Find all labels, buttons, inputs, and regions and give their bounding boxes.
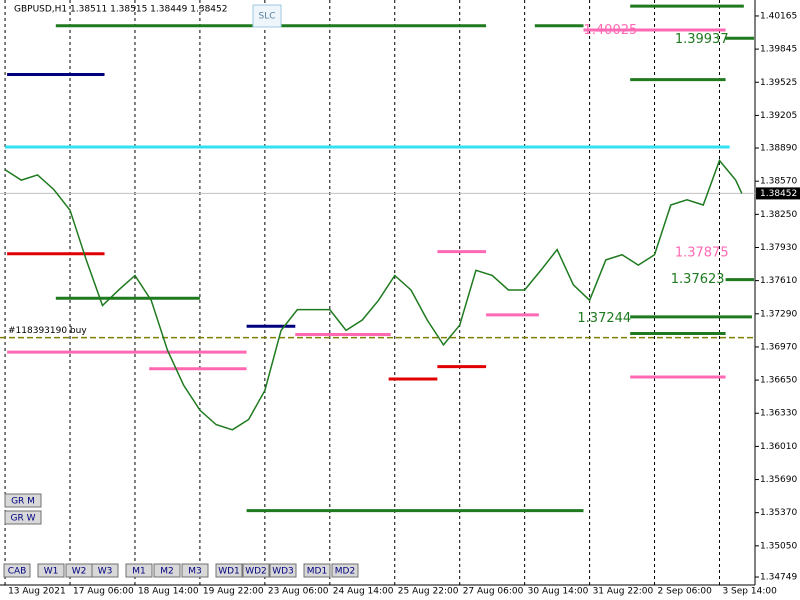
x-tick-label: 17 Aug 06:00: [73, 587, 134, 597]
bottom-button-label[interactable]: W3: [98, 567, 113, 577]
bottom-button[interactable]: [269, 563, 297, 578]
bottom-button[interactable]: [303, 563, 331, 578]
y-tick-label: 1.39845: [760, 45, 797, 55]
y-tick-label: 1.35050: [760, 541, 797, 551]
x-tick-label: 18 Aug 14:00: [138, 587, 199, 597]
price-line: [4, 158, 743, 431]
level-label: 1.37875: [675, 246, 729, 261]
bottom-button-label[interactable]: W2: [72, 567, 87, 577]
y-tick-label: 1.36650: [760, 376, 797, 386]
y-tick-label: 1.37610: [760, 276, 797, 286]
y-tick-label: 1.38570: [760, 177, 797, 187]
y-tick-label: 1.38890: [760, 144, 797, 154]
bottom-button-label[interactable]: WD3: [272, 567, 294, 577]
bottom-button-label[interactable]: M3: [188, 567, 202, 577]
bottom-button[interactable]: [181, 563, 209, 578]
slc-button[interactable]: [252, 4, 282, 28]
y-tick-label: 1.37290: [760, 309, 797, 319]
y-tick-label: 1.37930: [760, 243, 797, 253]
current-price-box: [756, 187, 800, 200]
y-tick-label: 1.40165: [760, 11, 797, 21]
x-tick-label: 2 Sep 06:00: [658, 587, 713, 597]
bottom-button[interactable]: [91, 563, 119, 578]
level-label: 1.37244: [577, 311, 631, 326]
chart-title: GBPUSD,H1 1.38511 1.38515 1.38449 1.3845…: [14, 5, 227, 15]
y-tick-label: 1.38250: [760, 210, 797, 220]
order-label: #118393190 buy: [8, 326, 87, 336]
bottom-button-label[interactable]: MD2: [335, 567, 355, 577]
bottom-button-label[interactable]: WD2: [245, 567, 267, 577]
side-button[interactable]: [4, 493, 42, 508]
bottom-button[interactable]: [242, 563, 270, 578]
side-button-label[interactable]: GR W: [11, 514, 36, 524]
level-label: 1.37623: [671, 272, 725, 287]
x-tick-label: 24 Aug 14:00: [333, 587, 394, 597]
bottom-button-label[interactable]: CAB: [8, 567, 27, 577]
side-button-label[interactable]: GR M: [11, 497, 35, 507]
y-tick-label: 1.34749: [760, 573, 797, 583]
bottom-button[interactable]: [153, 563, 181, 578]
y-tick-label: 1.35370: [760, 508, 797, 518]
x-tick-label: 27 Aug 06:00: [463, 587, 524, 597]
side-button[interactable]: [4, 510, 42, 525]
bottom-button[interactable]: [331, 563, 359, 578]
y-tick-label: 1.35690: [760, 475, 797, 485]
x-tick-label: 19 Aug 22:00: [203, 587, 264, 597]
bottom-button[interactable]: [125, 563, 153, 578]
bottom-button[interactable]: [3, 563, 31, 578]
level-label: 1.39937: [675, 32, 729, 47]
bottom-button-label[interactable]: MD1: [307, 567, 327, 577]
x-tick-label: 25 Aug 22:00: [398, 587, 459, 597]
y-tick-label: 1.39205: [760, 111, 797, 121]
bottom-button-label[interactable]: WD1: [218, 567, 240, 577]
y-tick-label: 1.36970: [760, 342, 797, 352]
bottom-button[interactable]: [37, 563, 65, 578]
x-tick-label: 30 Aug 14:00: [528, 587, 589, 597]
slc-label[interactable]: SLC: [258, 12, 275, 22]
bottom-button-label[interactable]: W1: [44, 567, 59, 577]
level-label: 1.40025: [584, 23, 638, 38]
x-tick-label: 23 Aug 06:00: [268, 587, 329, 597]
x-tick-label: 3 Sep 14:00: [722, 587, 777, 597]
y-tick-label: 1.39525: [760, 78, 797, 88]
current-price-label: 1.38452: [760, 189, 797, 199]
bottom-button-label[interactable]: M1: [132, 567, 146, 577]
bottom-button[interactable]: [215, 563, 243, 578]
bottom-button-label[interactable]: M2: [160, 567, 174, 577]
y-tick-label: 1.36010: [760, 442, 797, 452]
y-tick-label: 1.36330: [760, 409, 797, 419]
x-tick-label: 31 Aug 22:00: [593, 587, 654, 597]
x-tick-label: 13 Aug 2021: [8, 587, 66, 597]
